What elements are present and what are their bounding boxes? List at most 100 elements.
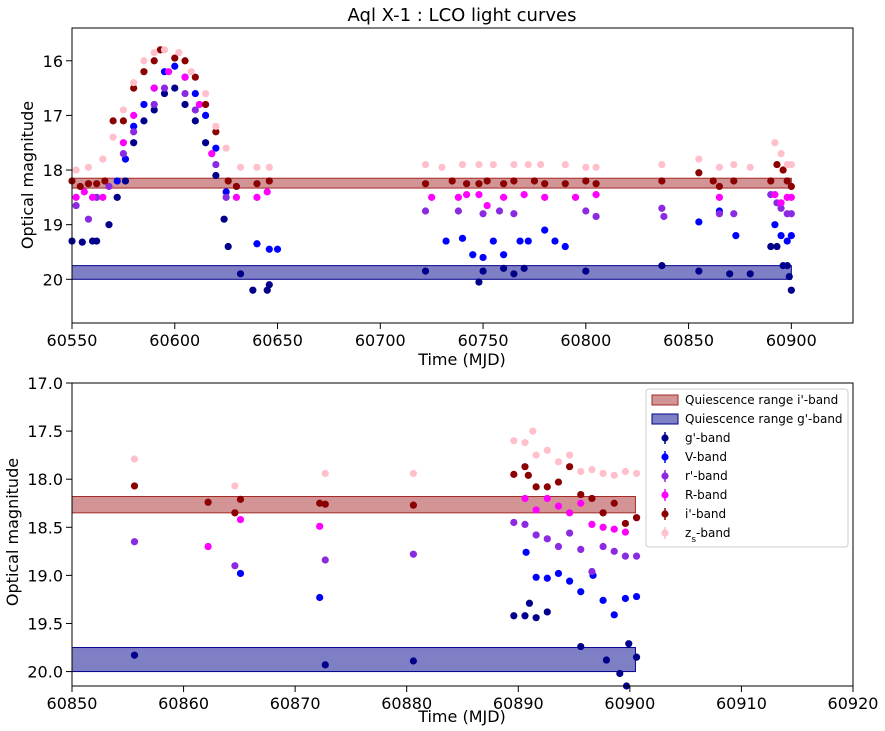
- top-point-z-30: [715, 163, 724, 171]
- legend-marker-r: [661, 472, 669, 480]
- top-point-g-21: [265, 281, 273, 289]
- bottom-point-g-7: [543, 608, 551, 616]
- bottom-point-z-10: [566, 451, 574, 459]
- bottom-point-r-9: [566, 529, 574, 537]
- top-x-tick-label-5: 60800: [560, 331, 611, 350]
- top-point-i-15: [212, 128, 220, 136]
- bottom-point-R-10: [599, 523, 607, 531]
- bottom-point-r-10: [577, 545, 585, 554]
- top-y-tick-label-3: 19: [43, 216, 63, 235]
- bottom-point-i-8: [521, 463, 529, 471]
- top-point-V-9: [201, 111, 210, 120]
- top-point-z-20: [475, 160, 483, 169]
- top-point-i-33: [695, 169, 703, 177]
- top-x-tick-label-7: 60900: [766, 331, 817, 350]
- top-point-i-17: [232, 182, 241, 191]
- top-point-i-35: [715, 182, 724, 191]
- top-point-V-22: [524, 237, 532, 245]
- bottom-point-R-5: [543, 494, 551, 503]
- bottom-point-g-3: [510, 612, 518, 620]
- bottom-point-R-0: [204, 542, 212, 551]
- top-point-r-20: [660, 212, 668, 221]
- top-point-r-13: [454, 207, 462, 215]
- top-point-V-28: [732, 231, 740, 240]
- bottom-y-tick-label-5: 19.5: [27, 614, 63, 633]
- bottom-point-g-9: [602, 656, 611, 664]
- top-point-g-20: [263, 286, 271, 294]
- bottom-point-R-1: [236, 515, 245, 524]
- top-point-g-10: [160, 89, 169, 98]
- top-point-i-34: [709, 177, 717, 185]
- top-point-z-21: [489, 160, 497, 169]
- bottom-point-i-17: [610, 499, 618, 507]
- bottom-point-z-1: [231, 482, 239, 490]
- top-point-V-18: [479, 253, 487, 262]
- bottom-point-i-16: [599, 509, 607, 517]
- top-point-g-33: [767, 242, 775, 251]
- bottom-point-g-13: [632, 653, 641, 661]
- top-point-z-25: [561, 160, 569, 169]
- top-point-V-19: [489, 237, 497, 245]
- top-point-i-12: [181, 57, 189, 65]
- top-point-R-11: [232, 193, 241, 201]
- bottom-point-r-7: [543, 535, 551, 543]
- top-point-z-32: [746, 163, 754, 171]
- top-point-V-6: [171, 62, 179, 70]
- bottom-quiescence-band-0: [71, 496, 636, 514]
- top-point-r-21: [715, 210, 724, 218]
- top-point-r-16: [510, 210, 518, 218]
- bottom-point-r-3: [409, 550, 418, 558]
- bottom-y-tick-label-0: 17.0: [27, 374, 63, 393]
- bottom-y-tick-label-2: 18.0: [27, 470, 63, 489]
- top-point-V-2: [130, 122, 138, 130]
- top-point-z-14: [236, 163, 245, 171]
- top-point-z-7: [150, 48, 158, 57]
- bottom-y-tick-label-6: 20.0: [27, 663, 63, 682]
- legend-series-label-i: i'-band: [685, 507, 726, 521]
- bottom-x-tick-label-3: 60880: [381, 694, 432, 713]
- top-point-r-4: [119, 150, 127, 158]
- legend-series-label-r: r'-band: [685, 469, 728, 483]
- top-point-i-27: [530, 177, 539, 185]
- bottom-point-i-3: [236, 495, 245, 503]
- bottom-point-V-1: [316, 593, 324, 602]
- bottom-point-g-12: [625, 640, 633, 648]
- bottom-point-i-9: [524, 471, 532, 479]
- top-point-z-5: [130, 79, 138, 87]
- top-point-g-15: [212, 171, 220, 180]
- bottom-point-z-15: [621, 467, 629, 476]
- top-point-r-12: [421, 207, 430, 215]
- top-point-V-26: [695, 218, 703, 226]
- top-point-g-12: [181, 100, 189, 109]
- top-x-tick-label-6: 60850: [663, 331, 714, 350]
- top-point-z-2: [99, 155, 107, 163]
- top-point-i-39: [779, 166, 787, 174]
- top-x-tick-label-0: 60550: [47, 331, 98, 350]
- top-point-g-11: [171, 84, 179, 92]
- bottom-point-i-18: [621, 519, 629, 528]
- top-point-i-26: [510, 177, 518, 185]
- top-point-z-11: [201, 89, 210, 98]
- legend-band-swatch-1: [651, 413, 679, 425]
- bottom-point-V-10: [610, 611, 618, 619]
- top-point-g-17: [224, 242, 232, 251]
- top-point-R-26: [777, 199, 785, 207]
- top-point-g-25: [500, 264, 508, 272]
- top-point-g-29: [658, 262, 666, 270]
- top-point-R-1: [80, 188, 88, 196]
- top-point-g-36: [783, 262, 791, 270]
- top-point-R-3: [99, 193, 107, 201]
- bottom-point-z-9: [554, 458, 563, 466]
- top-point-i-18: [253, 180, 261, 188]
- bottom-point-i-14: [577, 490, 585, 499]
- top-point-V-11: [222, 188, 230, 196]
- top-point-i-14: [201, 100, 210, 109]
- bottom-point-i-15: [588, 494, 596, 503]
- bottom-point-g-1: [321, 661, 329, 669]
- bottom-point-z-6: [529, 427, 537, 435]
- top-point-r-15: [495, 207, 504, 215]
- top-point-i-5: [109, 117, 117, 125]
- top-point-i-25: [500, 180, 508, 188]
- bottom-point-R-8: [577, 499, 585, 507]
- bottom-point-z-13: [599, 469, 607, 478]
